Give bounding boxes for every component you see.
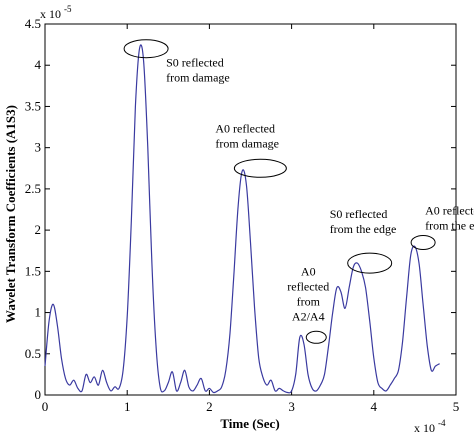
peak-highlight-ellipse [123, 39, 169, 59]
x-multiplier-exponent: -4 [438, 418, 446, 428]
y-tick-label: 3 [35, 140, 42, 155]
y-tick-label: 2.5 [25, 181, 41, 196]
y-tick-label: 0 [35, 387, 42, 402]
x-tick-label: 1 [124, 399, 131, 414]
y-axis-ticks: 0 0.5 1 1.5 2 2.5 3 3.5 4 4.5 [25, 16, 456, 402]
annotation-label: A0 reflected from damage [215, 121, 279, 150]
annotation-label: A0 reflected from A2/A4 [287, 264, 329, 323]
annotation-line: A0 reflected [215, 121, 275, 135]
annotation-label: S0 reflected from the edge [330, 207, 397, 236]
annotation-line: from the edge [330, 222, 397, 236]
annotation-line: S0 reflected [166, 56, 224, 70]
annotation-line: from damage [166, 71, 230, 85]
y-tick-label: 4 [35, 57, 42, 72]
y-axis-multiplier: x 10 -5 [40, 4, 72, 21]
x-tick-label: 4 [371, 399, 378, 414]
annotation-line: S0 reflected [330, 207, 388, 221]
annotation-line: from [297, 294, 321, 308]
x-axis-label: Time (Sec) [220, 416, 279, 431]
peak-highlight-ellipse [410, 234, 436, 250]
y-multiplier-exponent: -5 [64, 4, 72, 14]
x-tick-label: 0 [42, 399, 49, 414]
y-tick-label: 3.5 [25, 98, 41, 113]
peak-highlight-ellipse [233, 158, 287, 178]
annotation-line: reflected [287, 279, 329, 293]
peak-highlight-ellipse [347, 252, 393, 274]
y-tick-label: 1 [35, 305, 42, 320]
x-multiplier-base: x 10 [414, 421, 435, 435]
x-tick-label: 2 [206, 399, 213, 414]
plot-area [44, 23, 457, 396]
x-tick-label: 5 [453, 399, 460, 414]
y-tick-label: 4.5 [25, 16, 41, 31]
series-line [44, 44, 440, 394]
y-axis-label: Wavelet Transform Coefficients (A1S3) [3, 105, 18, 323]
y-tick-label: 2 [35, 222, 42, 237]
annotation-line: from damage [215, 136, 279, 150]
annotation-line: A0 reflected [425, 203, 474, 217]
annotation-label: S0 reflected from damage [166, 56, 230, 85]
y-multiplier-base: x 10 [40, 7, 61, 21]
y-tick-label: 0.5 [25, 346, 41, 361]
x-tick-label: 3 [288, 399, 295, 414]
y-tick-label: 1.5 [25, 263, 41, 278]
x-axis-multiplier: x 10 -4 [414, 418, 446, 435]
annotation-line: A0 [301, 264, 316, 278]
annotation-line: from the edge [425, 218, 474, 232]
annotation-line: A2/A4 [292, 309, 325, 323]
peak-highlight-ellipse [305, 330, 327, 344]
